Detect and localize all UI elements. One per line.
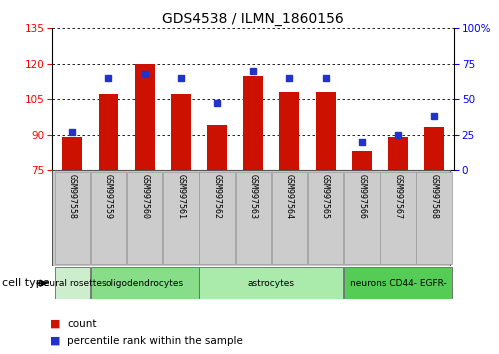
Bar	[352, 151, 372, 170]
Bar	[236, 172, 271, 264]
Text: GSM997566: GSM997566	[357, 174, 366, 219]
Bar	[127, 172, 162, 264]
Bar	[91, 172, 126, 264]
Bar	[91, 267, 199, 299]
Bar	[388, 137, 408, 170]
Bar	[54, 172, 90, 264]
Bar	[244, 75, 263, 170]
Bar	[98, 95, 118, 170]
Bar	[316, 92, 335, 170]
Bar	[271, 172, 307, 264]
Bar	[199, 172, 235, 264]
Text: ■: ■	[50, 319, 60, 329]
Text: GSM997558: GSM997558	[68, 174, 77, 219]
Text: count: count	[67, 319, 97, 329]
Text: oligodendrocytes: oligodendrocytes	[106, 279, 184, 288]
Text: GSM997567: GSM997567	[394, 174, 403, 219]
Text: GSM997561: GSM997561	[176, 174, 185, 219]
Text: percentile rank within the sample: percentile rank within the sample	[67, 336, 243, 346]
Text: neural rosettes: neural rosettes	[38, 279, 107, 288]
Text: GSM997562: GSM997562	[213, 174, 222, 219]
Bar	[380, 172, 416, 264]
Bar	[54, 267, 90, 299]
Bar	[279, 92, 299, 170]
Text: ■: ■	[50, 336, 60, 346]
Bar	[199, 267, 343, 299]
Bar	[135, 64, 155, 170]
Bar	[424, 127, 444, 170]
Text: GSM997560: GSM997560	[140, 174, 149, 219]
Text: GSM997559: GSM997559	[104, 174, 113, 219]
Text: neurons CD44- EGFR-: neurons CD44- EGFR-	[350, 279, 447, 288]
Bar	[207, 125, 227, 170]
Title: GDS4538 / ILMN_1860156: GDS4538 / ILMN_1860156	[162, 12, 344, 26]
Bar	[308, 172, 343, 264]
Text: astrocytes: astrocytes	[248, 279, 295, 288]
Bar	[171, 95, 191, 170]
Text: GSM997565: GSM997565	[321, 174, 330, 219]
Text: GSM997564: GSM997564	[285, 174, 294, 219]
Bar	[344, 172, 380, 264]
Text: GSM997563: GSM997563	[249, 174, 258, 219]
Bar	[417, 172, 452, 264]
Bar	[163, 172, 199, 264]
Bar	[62, 137, 82, 170]
Bar	[344, 267, 452, 299]
Text: GSM997568: GSM997568	[430, 174, 439, 219]
Text: cell type: cell type	[2, 278, 50, 288]
